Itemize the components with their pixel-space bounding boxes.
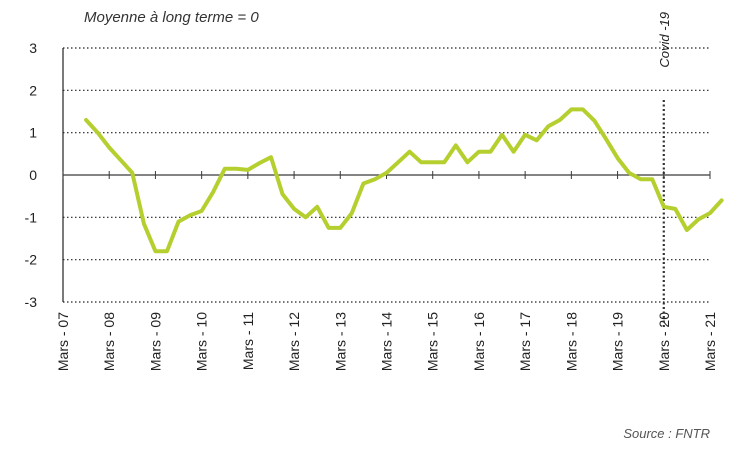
y-tick-label: 1 xyxy=(29,125,37,141)
x-tick-label: Mars - 17 xyxy=(517,312,533,371)
chart-subtitle: Moyenne à long terme = 0 xyxy=(84,9,259,26)
series-points xyxy=(86,109,722,252)
y-tick-label: 3 xyxy=(29,40,37,56)
source-note: Source : FNTR xyxy=(623,426,710,441)
y-tick-label: -3 xyxy=(25,294,38,310)
x-tick-label: Mars - 13 xyxy=(332,312,348,371)
x-axis-ticks: Mars - 07 Mars - 08 Mars - 09 Mars - 10 Mars… xyxy=(55,171,718,371)
x-tick-label: Mars - 12 xyxy=(286,312,302,371)
series-line xyxy=(84,107,724,254)
y-tick-label: 0 xyxy=(29,167,37,183)
x-tick-label: Mars - 16 xyxy=(471,312,487,371)
x-tick-label: Mars - 07 xyxy=(55,312,71,371)
y-tick-label: 2 xyxy=(29,82,37,98)
x-tick-label: Mars - 10 xyxy=(194,312,210,371)
covid-annotation: Covid -19 xyxy=(657,12,672,68)
x-tick-label: Mars - 11 xyxy=(240,312,256,370)
x-tick-label: Mars - 20 xyxy=(656,312,672,371)
x-tick-label: Mars - 21 xyxy=(702,312,718,371)
x-tick-label: Mars - 18 xyxy=(563,312,579,371)
y-tick-label: -2 xyxy=(25,252,38,268)
y-tick-label: -1 xyxy=(25,209,38,225)
x-tick-label: Mars - 09 xyxy=(147,312,163,371)
y-axis-ticks: 3 2 1 0 -1 -2 -3 xyxy=(25,40,38,310)
x-tick-label: Mars - 08 xyxy=(101,312,117,371)
x-tick-label: Mars - 19 xyxy=(610,312,626,371)
x-tick-label: Mars - 15 xyxy=(425,312,441,371)
x-tick-label: Mars - 14 xyxy=(379,312,395,371)
